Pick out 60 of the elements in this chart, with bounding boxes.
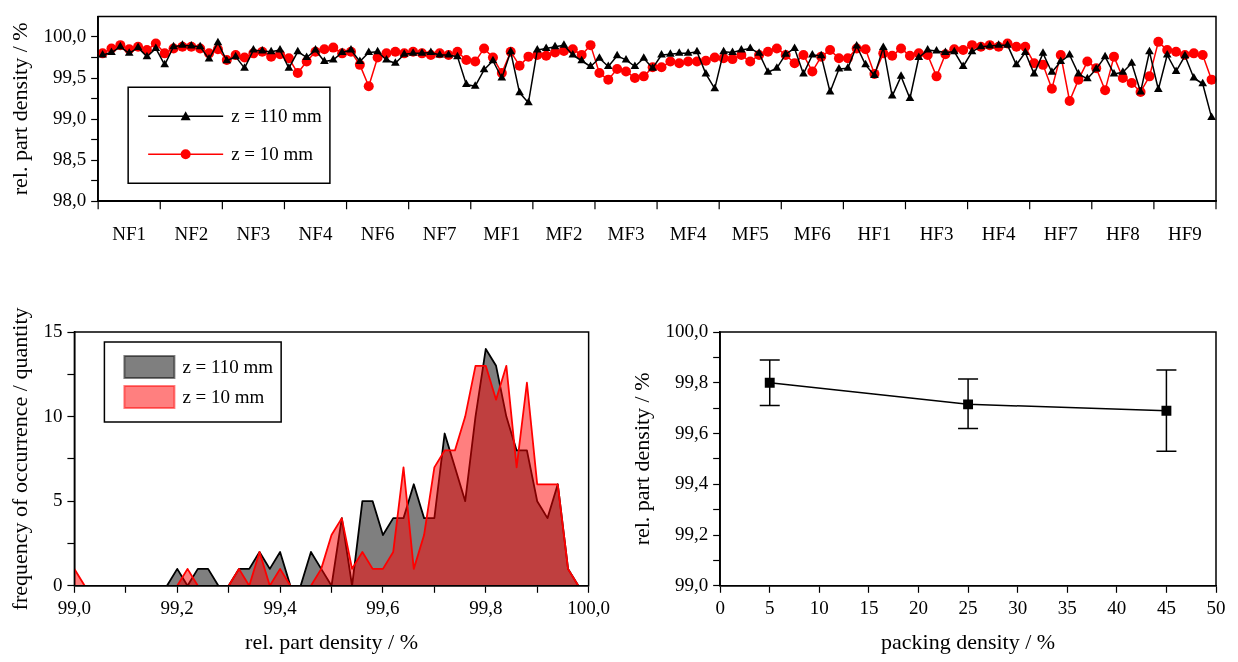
x-tick-label: 40 bbox=[1107, 597, 1127, 619]
y-tick-label: 99,5 bbox=[52, 65, 87, 87]
x-tick-label: NF3 bbox=[236, 222, 271, 244]
x-tick-label: 5 bbox=[764, 597, 775, 619]
y-tick-label: 100,0 bbox=[665, 319, 709, 341]
y-tick-label: 99,0 bbox=[52, 107, 87, 129]
x-tick-label: HF1 bbox=[857, 222, 892, 244]
x-tick-label: 50 bbox=[1206, 597, 1226, 619]
y-axis-title: frequency of occurrence / quantity bbox=[6, 307, 32, 611]
x-tick-label: HF8 bbox=[1105, 222, 1140, 244]
x-tick-label: 25 bbox=[958, 597, 978, 619]
x-tick-label: 0 bbox=[715, 597, 725, 619]
x-tick-label: 99,6 bbox=[366, 597, 400, 619]
legend-label: z = 110 mm bbox=[231, 105, 323, 127]
x-tick-label: 99,8 bbox=[469, 597, 503, 619]
x-tick-label: NF1 bbox=[112, 222, 147, 244]
x-tick-label: NF2 bbox=[174, 222, 209, 244]
x-tick-label: 99,4 bbox=[263, 597, 298, 619]
x-tick-label: MF4 bbox=[669, 222, 708, 244]
x-tick-label: MF3 bbox=[607, 222, 645, 244]
point bbox=[1161, 405, 1172, 416]
x-tick-label: 100,0 bbox=[567, 597, 610, 619]
y-tick-label: 15 bbox=[43, 319, 63, 341]
y-tick-label: 5 bbox=[52, 489, 63, 511]
x-axis-title: rel. part density / % bbox=[245, 628, 418, 654]
y-axis-title: rel. part density / % bbox=[6, 22, 32, 196]
x-axis-title: packing density / % bbox=[881, 628, 1056, 654]
y-tick-label: 0 bbox=[52, 573, 63, 595]
x-tick-label: 30 bbox=[1008, 597, 1028, 619]
y-tick-label: 99,0 bbox=[674, 573, 709, 595]
y-tick-label: 99,2 bbox=[674, 523, 709, 545]
x-tick-label: 10 bbox=[809, 597, 829, 619]
x-tick-label: MF6 bbox=[793, 222, 831, 244]
y-tick-label: 99,6 bbox=[674, 421, 709, 443]
y-tick-label: 98,0 bbox=[52, 189, 87, 211]
x-tick-label: NF4 bbox=[298, 222, 333, 244]
y-tick-label: 99,4 bbox=[674, 472, 709, 494]
legend-label: z = 110 mm bbox=[182, 355, 274, 377]
x-tick-label: MF5 bbox=[731, 222, 769, 244]
x-tick-label: HF3 bbox=[919, 222, 954, 244]
x-tick-label: MF2 bbox=[545, 222, 583, 244]
x-tick-label: NF7 bbox=[422, 222, 457, 244]
x-tick-label: 45 bbox=[1156, 597, 1176, 619]
x-tick-label: 20 bbox=[908, 597, 928, 619]
point bbox=[764, 377, 775, 388]
x-tick-label: MF1 bbox=[483, 222, 521, 244]
legend-label: z = 10 mm bbox=[182, 385, 265, 407]
y-tick-label: 10 bbox=[43, 404, 63, 426]
y-tick-label: 99,8 bbox=[674, 370, 709, 392]
y-tick-label: 100,0 bbox=[43, 24, 87, 46]
y-tick-label: 98,5 bbox=[52, 148, 87, 170]
x-tick-label: HF7 bbox=[1043, 222, 1078, 244]
y-axis-title: rel. part density / % bbox=[628, 372, 654, 546]
x-tick-label: HF9 bbox=[1168, 222, 1202, 244]
legend-label: z = 10 mm bbox=[231, 143, 314, 165]
x-tick-label: 35 bbox=[1057, 597, 1077, 619]
x-tick-label: HF4 bbox=[981, 222, 1017, 244]
x-tick-label: NF6 bbox=[360, 222, 395, 244]
x-tick-label: 99,2 bbox=[160, 597, 194, 619]
x-tick-label: 15 bbox=[859, 597, 879, 619]
